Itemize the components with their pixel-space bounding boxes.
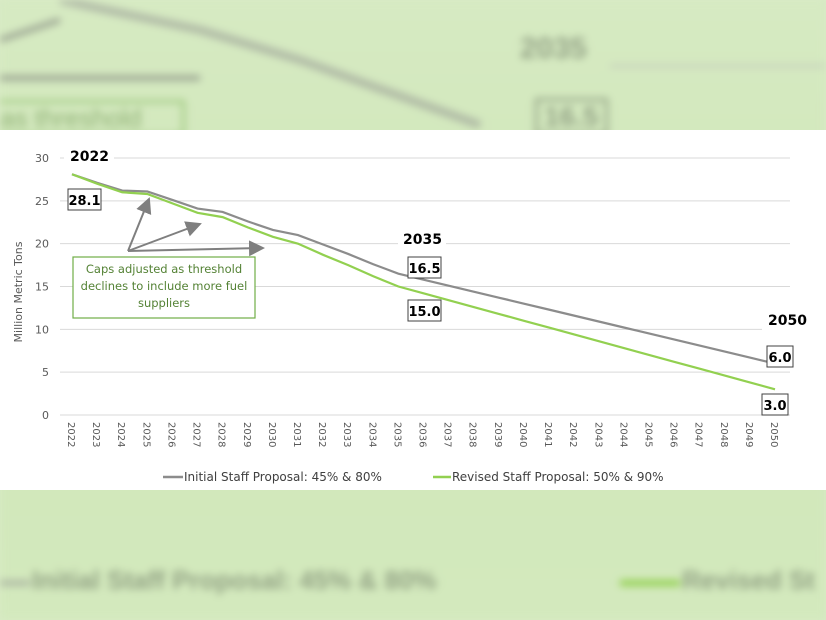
y-tick-labels: 0 5 10 15 20 25 30 — [35, 152, 49, 422]
x-tick-2034: 2034 — [366, 422, 377, 447]
bg-legend-revised: Revised St — [682, 565, 815, 595]
annotation-arrows — [127, 197, 265, 257]
x-tick-2027: 2027 — [191, 422, 202, 447]
data-label-initial-2050: 6.0 — [766, 345, 794, 368]
x-tick-2035: 2035 — [391, 422, 402, 447]
arrow-2025 — [127, 197, 152, 252]
year-label-2035: 2035 — [403, 232, 442, 248]
x-tick-2026: 2026 — [165, 422, 176, 447]
y-tick-10: 10 — [35, 323, 49, 336]
arrow-2030 — [127, 240, 265, 257]
caps-note-line-2: declines to include more fuel — [81, 279, 248, 293]
x-tick-2036: 2036 — [417, 422, 428, 447]
x-tick-2046: 2046 — [668, 422, 679, 447]
svg-text:Revised Staff Proposal: 50% &: Revised Staff Proposal: 50% & 90% — [452, 470, 664, 484]
x-tick-2049: 2049 — [743, 422, 754, 447]
caps-note-line-3: suppliers — [138, 296, 190, 310]
arrow-2027 — [127, 221, 202, 252]
y-axis-label: Million Metric Tons — [12, 241, 25, 342]
x-tick-2044: 2044 — [617, 422, 628, 447]
caps-note-box: Caps adjusted as threshold declines to i… — [72, 256, 256, 319]
caps-note-line-1: Caps adjusted as threshold — [86, 262, 242, 276]
x-tick-2040: 2040 — [517, 422, 528, 447]
x-tick-2050: 2050 — [768, 422, 779, 447]
y-tick-5: 5 — [42, 366, 49, 379]
legend-item-revised: Revised Staff Proposal: 50% & 90% — [433, 470, 664, 484]
y-tick-0: 0 — [42, 409, 49, 422]
x-tick-2048: 2048 — [718, 422, 729, 447]
svg-text:28.1: 28.1 — [68, 194, 100, 209]
y-tick-30: 30 — [35, 152, 49, 165]
x-tick-labels: 2022 2023 2024 2025 2026 2027 2028 2029 2030 2031… — [65, 422, 779, 447]
svg-text:3.0: 3.0 — [763, 399, 786, 414]
x-tick-2039: 2039 — [492, 422, 503, 447]
x-tick-2029: 2029 — [241, 422, 252, 447]
year-label-2022: 2022 — [70, 149, 109, 165]
bg-lines — [0, 0, 826, 129]
x-tick-2041: 2041 — [542, 422, 553, 447]
x-tick-2022: 2022 — [65, 422, 76, 447]
x-tick-2037: 2037 — [442, 422, 453, 447]
x-tick-2025: 2025 — [140, 422, 151, 447]
x-tick-2032: 2032 — [316, 422, 327, 447]
x-tick-2023: 2023 — [90, 422, 101, 447]
svg-text:Initial Staff Proposal: 45% &: Initial Staff Proposal: 45% & 80% — [184, 470, 382, 484]
x-tick-2038: 2038 — [467, 422, 478, 447]
x-tick-2024: 2024 — [115, 422, 126, 447]
data-label-revised-2035: 15.0 — [407, 299, 442, 322]
y-tick-20: 20 — [35, 238, 49, 251]
bg-year-2035: 2035 — [520, 32, 587, 65]
legend: Initial Staff Proposal: 45% & 80% Revise… — [163, 470, 664, 484]
svg-text:15.0: 15.0 — [408, 305, 440, 320]
data-label-revised-2050: 3.0 — [761, 393, 789, 416]
legend-item-initial: Initial Staff Proposal: 45% & 80% — [163, 470, 382, 484]
x-tick-2045: 2045 — [642, 422, 653, 447]
x-tick-2042: 2042 — [567, 422, 578, 447]
series-lines — [71, 173, 776, 391]
svg-text:6.0: 6.0 — [768, 351, 791, 366]
x-tick-2031: 2031 — [291, 422, 302, 447]
y-tick-25: 25 — [35, 195, 49, 208]
x-tick-2033: 2033 — [341, 422, 352, 447]
x-tick-2028: 2028 — [216, 422, 227, 447]
data-label-start: 28.1 — [67, 188, 102, 211]
bg-legend-initial: Initial Staff Proposal: 45% & 80% — [32, 565, 437, 595]
y-tick-15: 15 — [35, 281, 49, 294]
x-tick-2030: 2030 — [266, 422, 277, 447]
svg-text:16.5: 16.5 — [408, 262, 440, 277]
year-label-2050: 2050 — [768, 313, 807, 329]
x-tick-2043: 2043 — [592, 422, 603, 447]
x-tick-2047: 2047 — [693, 422, 704, 447]
data-label-initial-2035: 16.5 — [407, 256, 442, 279]
